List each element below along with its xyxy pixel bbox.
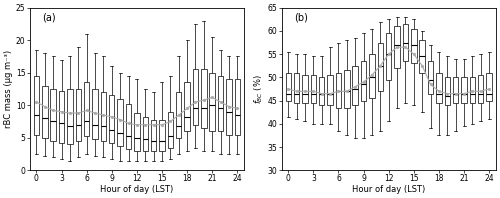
Bar (50, 89, 56, 141)
X-axis label: Hour of day (LST): Hour of day (LST) (100, 185, 174, 194)
Bar (176, 92, 182, 138)
Bar (151, 120, 156, 151)
Bar (436, 73, 442, 103)
Bar (310, 75, 316, 103)
Bar (336, 73, 341, 108)
Bar (369, 54, 374, 98)
Bar (142, 117, 148, 151)
Bar (134, 113, 140, 151)
Bar (352, 66, 358, 105)
Bar (210, 73, 215, 131)
Bar (294, 73, 300, 103)
Bar (486, 73, 492, 101)
Bar (378, 43, 383, 91)
Bar (402, 24, 408, 61)
Bar (319, 77, 324, 105)
Bar (286, 73, 291, 101)
Bar (218, 76, 224, 131)
Bar (394, 26, 400, 68)
Bar (34, 76, 39, 134)
Bar (453, 77, 458, 103)
Bar (118, 99, 123, 146)
Bar (126, 104, 131, 149)
Bar (226, 79, 232, 134)
Bar (193, 69, 198, 125)
Bar (109, 95, 114, 143)
Y-axis label: rBC mass (μg m⁻³): rBC mass (μg m⁻³) (4, 50, 13, 128)
Bar (361, 61, 366, 101)
Bar (184, 83, 190, 131)
Bar (160, 120, 164, 151)
Bar (76, 89, 81, 141)
Text: (b): (b) (294, 12, 308, 23)
Bar (462, 77, 466, 103)
Bar (478, 75, 484, 103)
Text: (a): (a) (42, 12, 56, 23)
Bar (428, 61, 434, 94)
Bar (168, 112, 173, 148)
Bar (344, 70, 350, 108)
Bar (100, 92, 106, 141)
Bar (470, 77, 475, 103)
Bar (42, 86, 48, 138)
Bar (411, 29, 416, 63)
Bar (67, 89, 72, 144)
Bar (59, 91, 64, 143)
X-axis label: Hour of day (LST): Hour of day (LST) (352, 185, 426, 194)
Bar (201, 69, 206, 128)
Bar (386, 33, 392, 80)
Bar (92, 89, 98, 139)
Bar (328, 75, 333, 105)
Bar (444, 77, 450, 105)
Bar (84, 83, 89, 136)
Bar (234, 79, 240, 134)
Y-axis label: $f_{BC}$ (%): $f_{BC}$ (%) (252, 74, 265, 104)
Bar (302, 75, 308, 103)
Bar (420, 40, 425, 73)
